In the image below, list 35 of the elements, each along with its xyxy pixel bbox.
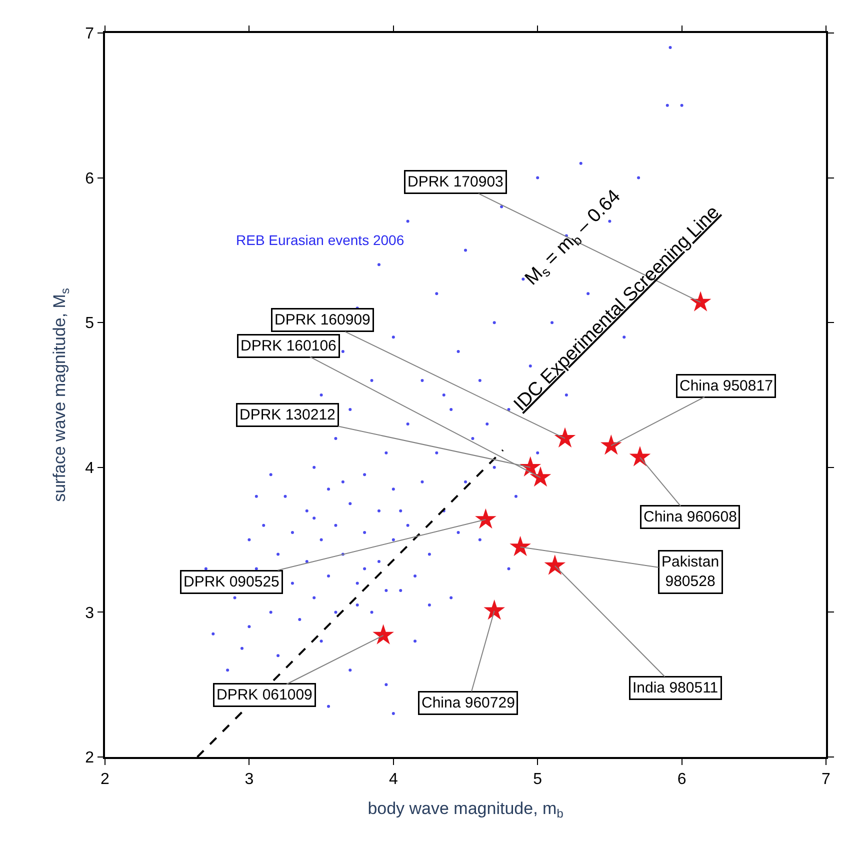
y-tick-label: 7 [85,26,94,43]
y-tick-label: 5 [85,315,94,332]
point [372,624,394,644]
x-axis-title: body wave magnitude, m$_{b}$ [368,798,564,820]
y-tick-label: 4 [85,460,94,477]
annotation: DPRK 090525 [184,574,280,590]
point [475,508,496,529]
annotation: China 960729 [422,694,515,712]
y-tick-label: 2 [85,750,94,767]
point [690,291,712,312]
annotation: DPRK 130212 [240,406,336,424]
x-tick-label: 7 [822,770,831,788]
x-tick-label: 2 [100,770,110,788]
point [544,554,566,575]
annotation: DPRK 170903 [408,174,504,190]
x-tick-label: 4 [388,770,398,788]
x-tick-label: 6 [677,770,686,788]
annotation: REB Eurasian events 2006 [236,232,404,248]
annotation: DPRK 061009 [216,686,312,704]
point [484,600,505,620]
point [600,434,622,455]
annotation: DPRK 160106 [240,338,336,354]
x-tick-label: 3 [244,770,254,788]
annotation: China 960608 [644,508,737,526]
point [510,536,531,556]
point [530,466,552,487]
y-tick-label: 3 [85,604,94,622]
annotation: China 950817 [680,378,773,394]
y-tick-label: 6 [85,170,94,188]
annotation: India 980511 [632,680,718,696]
annotation: DPRK 160909 [274,312,370,328]
annotation: Pakistan 980528 [662,554,720,590]
point [629,446,651,466]
point [554,427,576,448]
x-tick-label: 5 [533,770,542,788]
